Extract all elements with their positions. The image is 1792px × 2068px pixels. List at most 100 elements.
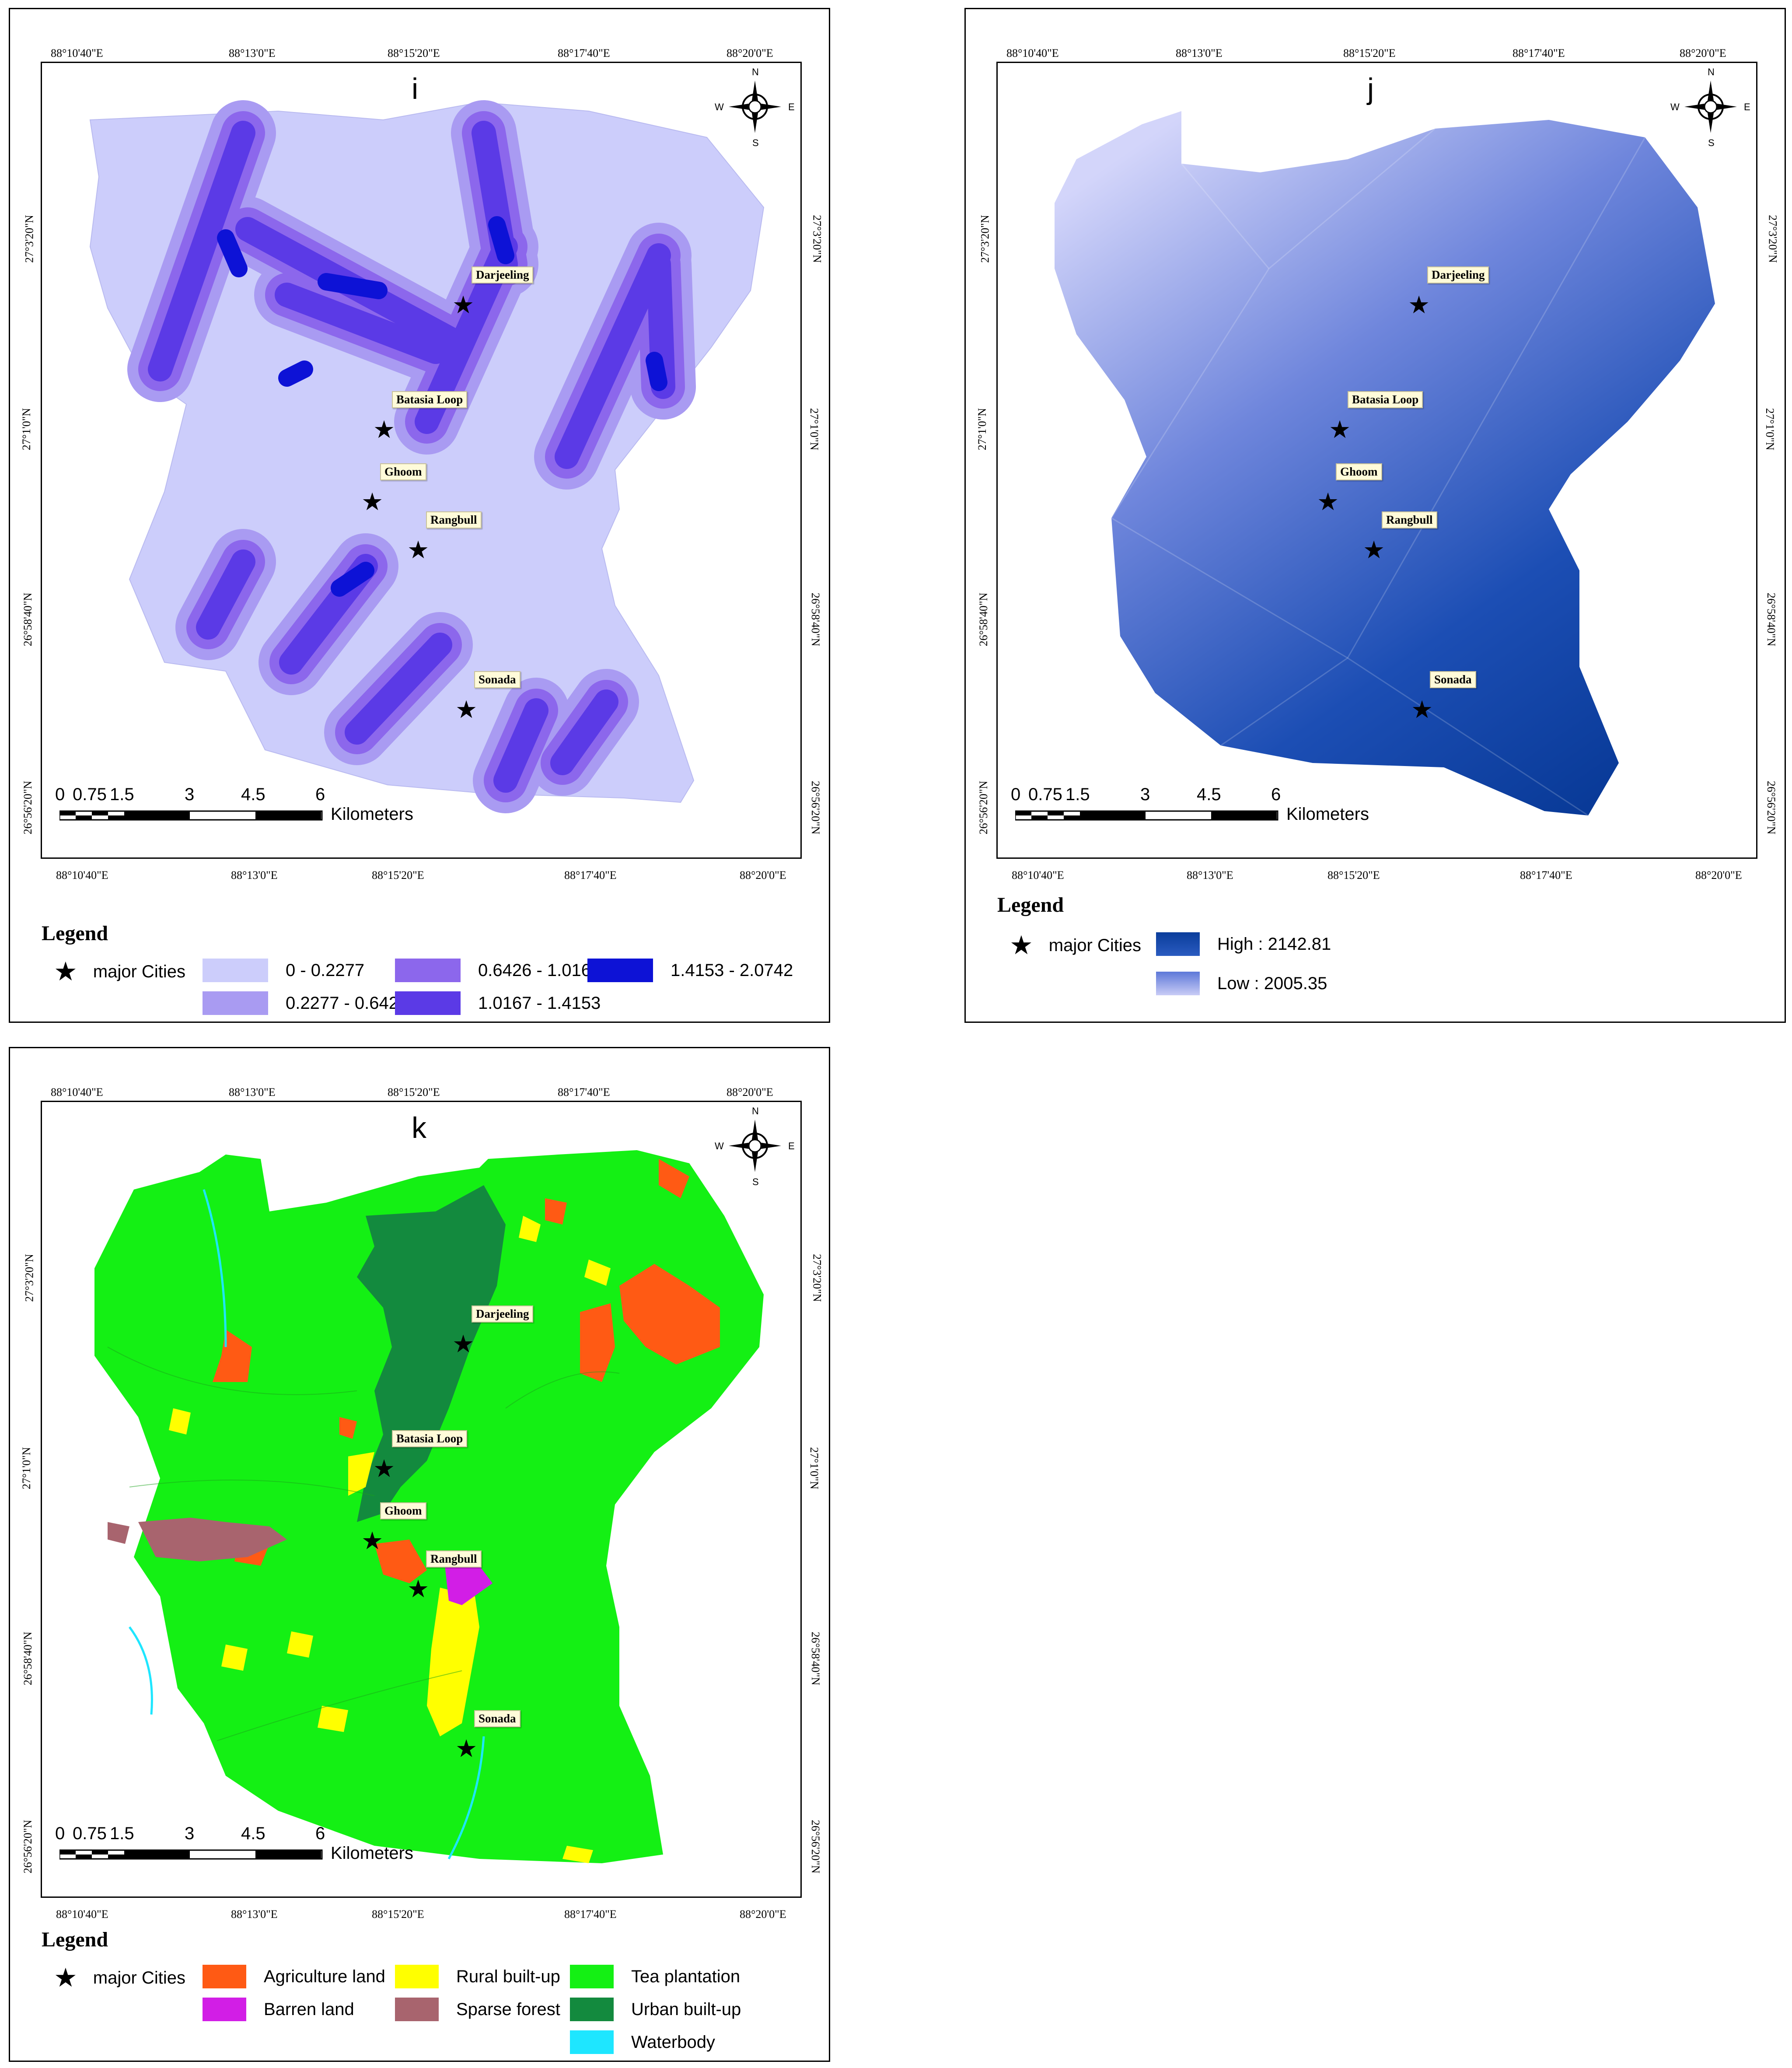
compass-s: S: [752, 1176, 759, 1187]
legend-class: 1.0167 - 1.4153: [395, 991, 601, 1015]
legend-label: Barren land: [264, 1999, 354, 2019]
lat-tick-right: 27°3'20"N: [810, 1254, 824, 1302]
sparse-forest-patches: [108, 1518, 287, 1561]
legend-title: Legend: [997, 893, 1064, 917]
legend-class: 0.2277 - 0.6426: [203, 991, 408, 1015]
legend-label: 1.0167 - 1.4153: [478, 993, 601, 1013]
legend-swatch: [203, 991, 268, 1015]
legend-major-cities: ★ major Cities: [1010, 932, 1141, 959]
scale-bar: 0 0.75 1.5 3 4.5 6 Kilometers: [55, 1824, 413, 1872]
city-label: Sonada: [1430, 671, 1476, 688]
legend-label: Rural built-up: [456, 1967, 560, 1986]
city-label: Batasia Loop: [1348, 391, 1423, 408]
scale-tick: 0.75: [73, 785, 107, 804]
legend-class: Barren land: [203, 1998, 354, 2021]
city-star: ★: [1329, 416, 1351, 443]
legend-class: Sparse forest: [395, 1998, 560, 2021]
city-label: Darjeeling: [1427, 266, 1489, 283]
legend-major-cities: ★ major Cities: [54, 959, 185, 985]
lat-tick-left: 27°1'0"N: [20, 1447, 33, 1490]
compass-icon: [729, 1120, 781, 1172]
legend-label: Low : 2005.35: [1217, 973, 1327, 993]
legend-swatch: [570, 1998, 614, 2021]
legend-label: Sparse forest: [456, 1999, 560, 2019]
lat-tick-left: 26°56'20"N: [21, 780, 35, 835]
scale-tick: 0: [1011, 785, 1021, 804]
legend-label: major Cities: [93, 962, 185, 981]
city-star: ★: [452, 1330, 475, 1358]
legend-label: 0.6426 - 1.0167: [478, 960, 601, 980]
lat-tick-right: 26°58'40"N: [809, 1631, 822, 1686]
map-frame: i N S W E ★ Darjeeling ★ Batasia Loop ★ …: [41, 62, 802, 859]
lat-tick-right: 26°56'20"N: [809, 780, 822, 835]
city-star: ★: [1317, 488, 1339, 515]
panel-letter: j: [1367, 72, 1374, 105]
lat-tick-left: 26°56'20"N: [21, 1820, 35, 1874]
legend-label: 1.4153 - 2.0742: [671, 960, 793, 980]
lon-tick-bottom: 88°10'40"E: [56, 1908, 108, 1921]
lat-tick-left: 27°3'20"N: [23, 1254, 36, 1302]
legend-label: 0.2277 - 0.6426: [286, 993, 409, 1013]
lat-tick-right: 26°56'20"N: [1765, 780, 1778, 835]
lon-tick-top: 88°17'40"E: [1513, 47, 1565, 59]
city-label: Batasia Loop: [392, 391, 468, 408]
city-label: Sonada: [474, 671, 520, 688]
city-star: ★: [1408, 291, 1430, 318]
legend-label: major Cities: [93, 1968, 185, 1988]
rural-built-up-patches: [169, 1216, 611, 1863]
lon-tick-top: 88°10'40"E: [51, 1086, 103, 1099]
city-label: Ghoom: [1336, 463, 1382, 480]
scale-unit: Kilometers: [1286, 805, 1369, 824]
lon-tick-bottom: 88°10'40"E: [1012, 869, 1064, 882]
scale-bar-graphic: [59, 810, 323, 821]
lon-tick-top: 88°20'0"E: [1680, 47, 1726, 59]
lon-tick-top: 88°17'40"E: [558, 47, 610, 59]
compass-e: E: [788, 101, 795, 112]
lat-tick-right: 27°3'20"N: [810, 215, 824, 263]
compass-w: W: [715, 101, 724, 112]
north-arrow: N S W E: [715, 1106, 795, 1187]
density-zones: [127, 100, 696, 813]
scale-tick: 3: [185, 1824, 195, 1843]
lon-tick-bottom: 88°15'20"E: [372, 869, 424, 882]
lon-tick-bottom: 88°17'40"E: [1520, 869, 1572, 882]
lon-tick-top: 88°13'0"E: [229, 1086, 276, 1099]
legend-label: High : 2142.81: [1217, 934, 1331, 954]
scale-tick: 3: [1140, 785, 1150, 804]
panel-letter: i: [412, 72, 419, 105]
city-star: ★: [361, 1527, 384, 1554]
legend-class: 0 - 0.2277: [203, 959, 364, 982]
barren-land: [444, 1561, 493, 1605]
waterbody-streams: [128, 1189, 485, 1860]
city-label: Batasia Loop: [392, 1430, 468, 1447]
legend-swatch: [587, 959, 653, 982]
scale-bar-graphic: [59, 1849, 323, 1860]
city-label: Ghoom: [380, 463, 426, 480]
city-star: ★: [373, 1455, 395, 1482]
city-star: ★: [373, 416, 395, 443]
legend-swatch: [203, 959, 268, 982]
panel-letter: k: [412, 1111, 426, 1144]
city-label: Ghoom: [380, 1502, 426, 1519]
legend-class: Urban built-up: [570, 1998, 741, 2021]
scale-tick: 4.5: [241, 785, 265, 804]
legend-swatch: [570, 1965, 614, 1988]
lon-tick-top: 88°20'0"E: [727, 1086, 773, 1099]
legend-class: Waterbody: [570, 2030, 715, 2054]
compass-s: S: [1708, 137, 1715, 148]
scale-tick: 0.75: [1028, 785, 1062, 804]
lon-tick-bottom: 88°15'20"E: [1327, 869, 1380, 882]
compass-w: W: [1670, 101, 1680, 112]
panel-j: 88°10'40"E 88°13'0"E 88°15'20"E 88°17'40…: [964, 8, 1786, 1023]
scale-tick: 3: [185, 785, 195, 804]
compass-e: E: [788, 1141, 795, 1151]
lon-tick-bottom: 88°13'0"E: [231, 869, 278, 882]
lat-tick-right: 27°1'0"N: [808, 1447, 821, 1490]
scale-unit: Kilometers: [331, 1844, 413, 1863]
contour-lines: [107, 1347, 620, 1741]
lon-tick-bottom: 88°20'0"E: [740, 869, 786, 882]
lon-tick-top: 88°10'40"E: [1006, 47, 1059, 59]
city-label: Rangbull: [426, 511, 482, 528]
legend-label: Urban built-up: [631, 1999, 741, 2019]
city-label: Darjeeling: [472, 266, 534, 283]
